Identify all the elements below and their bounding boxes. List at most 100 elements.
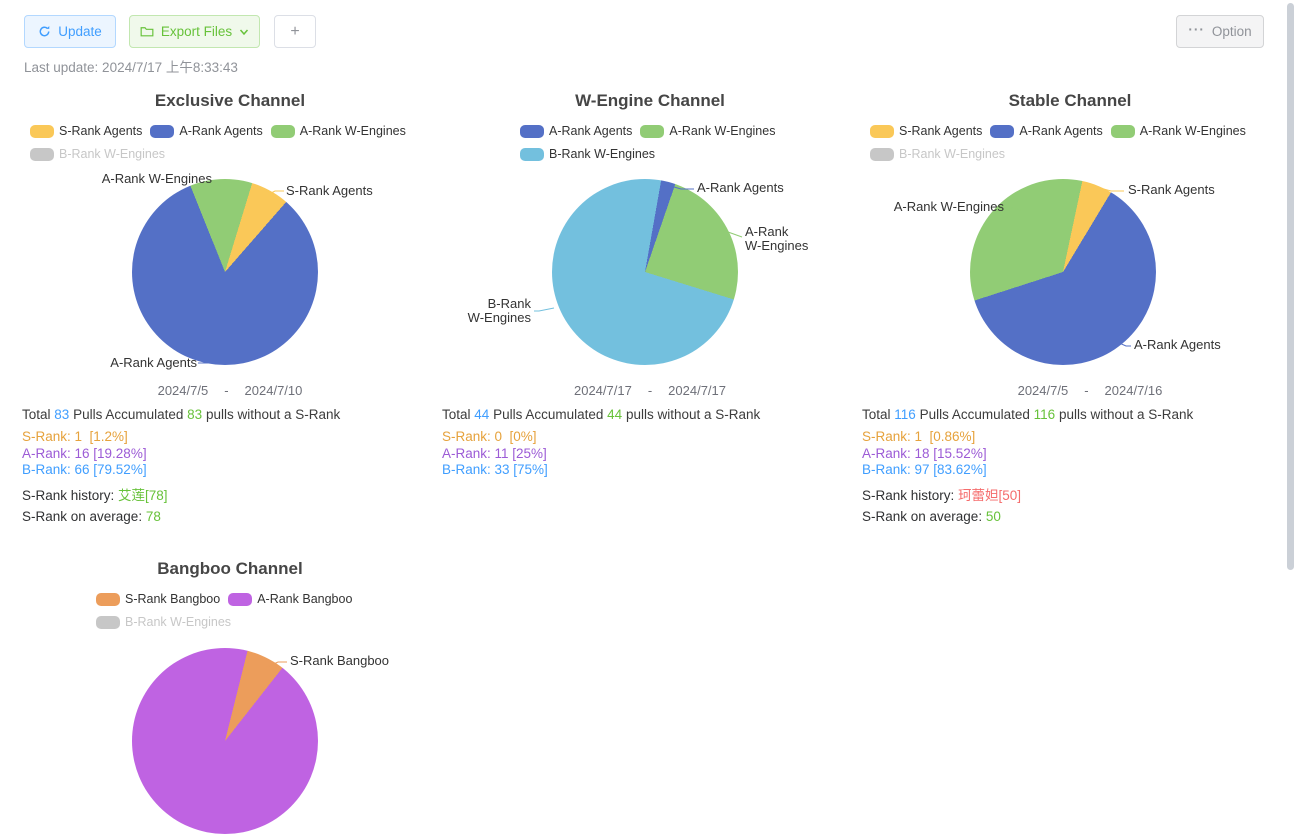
pie-label-a-rank-w-engines: A-Rank W-Engines (893, 199, 1004, 214)
date-end: 2024/7/10 (244, 383, 303, 398)
pie-label-a-rank-w-engines: A-Rank W-Engines (101, 171, 212, 186)
total-pulls-value: 83 (54, 407, 70, 422)
date-start: 2024/7/5 (1017, 383, 1069, 398)
stats-total-line: Total 116 Pulls Accumulated 116 pulls wi… (862, 407, 1194, 422)
chart-title: Bangboo Channel (157, 559, 303, 578)
pie-label-b-rank-w-engines: B-Rank W-Engines (467, 296, 531, 325)
b-rank-stat: B-Rank: 33 [75%] (442, 462, 548, 477)
chart-legend: A-Rank Agents A-Rank W-Engines B-Rank W-… (520, 124, 780, 161)
plus-icon: + (290, 22, 300, 40)
accumulated-value: 44 (607, 407, 623, 422)
chart-title: Exclusive Channel (154, 91, 306, 110)
legend-item-a-rank-agents[interactable]: A-Rank Agents (990, 124, 1103, 138)
legend-item-a-rank-agents[interactable]: A-Rank Agents (150, 124, 263, 138)
legend-label: S-Rank Bangboo (125, 592, 221, 606)
total-pulls-value: 116 (894, 407, 916, 422)
legend-swatch (520, 147, 544, 161)
chart-title: W-Engine Channel (575, 91, 725, 110)
chart-exclusive-channel: Exclusive Channel S-Rank Agents A-Rank A… (20, 85, 440, 555)
legend-item-s-rank-agents[interactable]: S-Rank Agents (30, 124, 142, 138)
pie-chart[interactable] (970, 179, 1156, 365)
legend-swatch (30, 147, 54, 161)
export-files-button[interactable]: Export Files (129, 15, 260, 48)
legend-swatch (96, 592, 120, 606)
s-rank-average-line: S-Rank on average: 50 (862, 508, 1001, 524)
date-range: 2024/7/17 - 2024/7/17 (440, 383, 860, 398)
pie-chart[interactable] (132, 648, 318, 834)
legend-item-s-rank-bangboo[interactable]: S-Rank Bangboo (96, 592, 220, 606)
b-rank-stat: B-Rank: 66 [79.52%] (22, 462, 147, 477)
update-button-label: Update (58, 24, 102, 39)
legend-label: A-Rank Agents (179, 124, 263, 138)
date-range: 2024/7/5 - 2024/7/16 (880, 383, 1295, 398)
stats-block: Total 116 Pulls Accumulated 116 pulls wi… (862, 407, 1278, 524)
legend-item-a-rank-bangboo[interactable]: A-Rank Bangboo (228, 592, 352, 606)
vertical-scrollbar-thumb[interactable] (1287, 3, 1294, 570)
legend-item-b-rank-w-engines[interactable]: B-Rank W-Engines (520, 147, 655, 161)
s-rank-history-value: 艾莲[78] (118, 487, 168, 503)
s-rank-history-line: S-Rank history: 珂蕾妲[50] (862, 487, 1022, 503)
chart-stable-channel: Stable Channel S-Rank Agents A-Rank Agen… (860, 85, 1280, 555)
legend-label: A-Rank Bangboo (257, 592, 353, 606)
add-tab-button[interactable]: + (274, 15, 316, 48)
legend-label: A-Rank W-Engines (299, 124, 406, 138)
folder-icon (140, 27, 154, 37)
s-rank-stat: S-Rank: 0 [0%] (442, 429, 537, 444)
legend-item-a-rank-w-engines[interactable]: A-Rank W-Engines (640, 124, 775, 138)
date-separator: - (647, 383, 653, 398)
chevron-down-icon (240, 29, 249, 35)
legend-label: B-Rank W-Engines (59, 147, 166, 161)
s-rank-history-line: S-Rank history: 艾莲[78] (22, 487, 168, 503)
pie-label-a-rank-agents: A-Rank Agents (110, 355, 197, 370)
ellipsis-icon: ··· (1188, 22, 1205, 37)
pie-label-a-rank-agents: A-Rank Agents (1134, 337, 1221, 352)
update-button[interactable]: Update (24, 15, 116, 48)
stats-total-line: Total 83 Pulls Accumulated 83 pulls with… (22, 407, 341, 422)
legend-item-b-rank-w-engines-disabled[interactable]: B-Rank W-Engines (30, 147, 165, 161)
legend-label: B-Rank W-Engines (899, 147, 1006, 161)
pie-label-a-rank-agents: A-Rank Agents (697, 180, 784, 195)
date-end: 2024/7/16 (1104, 383, 1163, 398)
s-rank-average-value: 50 (985, 508, 1001, 524)
b-rank-stat: B-Rank: 97 [83.62%] (862, 462, 987, 477)
chart-legend: S-Rank Agents A-Rank Agents A-Rank W-Eng… (30, 124, 430, 161)
s-rank-average-line: S-Rank on average: 78 (22, 508, 161, 524)
s-rank-history-value: 珂蕾妲[50] (958, 487, 1022, 503)
legend-label: A-Rank Agents (549, 124, 633, 138)
legend-label: A-Rank W-Engines (669, 124, 776, 138)
stats-total-line: Total 44 Pulls Accumulated 44 pulls with… (442, 407, 761, 422)
option-button-label: Option (1211, 24, 1252, 39)
legend-label: A-Rank Agents (1019, 124, 1103, 138)
chart-w-engine-channel: W-Engine Channel A-Rank Agents A-Rank W-… (440, 85, 860, 555)
legend-swatch (990, 124, 1015, 138)
date-separator: - (224, 383, 229, 398)
legend-swatch (270, 124, 295, 138)
stats-block: Total 44 Pulls Accumulated 44 pulls with… (442, 407, 858, 479)
legend-item-b-rank-w-engines-disabled[interactable]: B-Rank W-Engines (870, 147, 1005, 161)
legend-item-a-rank-w-engines[interactable]: A-Rank W-Engines (270, 124, 406, 138)
last-update-text: Last update: 2024/7/17 上午8:33:43 (24, 60, 238, 75)
legend-item-a-rank-w-engines[interactable]: A-Rank W-Engines (1110, 124, 1246, 138)
pie-label-s-rank-agents: S-Rank Agents (286, 183, 373, 198)
s-rank-stat: S-Rank: 1 [0.86%] (862, 429, 976, 444)
pie-chart[interactable] (132, 179, 318, 365)
pie-label-s-rank-bangboo: S-Rank Bangboo (290, 653, 390, 668)
legend-swatch (30, 124, 54, 138)
legend-label: S-Rank Agents (899, 124, 983, 138)
legend-swatch (520, 124, 544, 138)
option-button[interactable]: ··· Option (1176, 15, 1264, 48)
legend-label: S-Rank Agents (59, 124, 143, 138)
pie-label-a-rank-w-engines: A-Rank W-Engines (745, 224, 809, 253)
s-rank-average-value: 78 (145, 508, 161, 524)
s-rank-stat: S-Rank: 1 [1.2%] (22, 429, 128, 444)
legend-item-s-rank-agents[interactable]: S-Rank Agents (870, 124, 982, 138)
date-range: 2024/7/5 - 2024/7/10 (20, 383, 440, 398)
legend-swatch (870, 124, 894, 138)
date-start: 2024/7/17 (573, 383, 632, 398)
legend-item-a-rank-agents[interactable]: A-Rank Agents (520, 124, 632, 138)
stats-block: Total 83 Pulls Accumulated 83 pulls with… (22, 407, 438, 524)
legend-swatch (228, 592, 253, 606)
pie-chart[interactable] (552, 179, 738, 365)
legend-item-b-rank-w-engines-disabled[interactable]: B-Rank W-Engines (96, 615, 231, 629)
date-start: 2024/7/5 (157, 383, 209, 398)
